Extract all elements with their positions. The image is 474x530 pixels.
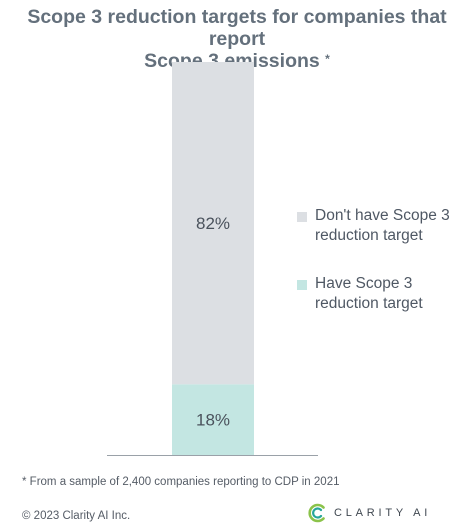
logo-text: CLARITY AI — [334, 507, 432, 519]
data-label-1: 82% — [196, 214, 230, 233]
footnote: * From a sample of 2,400 companies repor… — [22, 476, 340, 488]
title-line-1: Scope 3 reduction targets for companies … — [27, 6, 447, 50]
logo-mark-icon — [308, 503, 325, 523]
legend-label-1: Don't have Scope 3 reduction target — [315, 207, 450, 244]
legend-item-0: Have Scope 3 reduction target — [297, 274, 455, 314]
bar-segment-1 — [172, 62, 254, 385]
data-label-0: 18% — [196, 411, 230, 430]
legend-swatch-1 — [297, 212, 307, 222]
legend-label-0: Have Scope 3 reduction target — [315, 275, 423, 312]
bar-segment-0 — [172, 384, 254, 455]
legend-item-1: Don't have Scope 3 reduction target — [297, 206, 455, 246]
stacked-bar-chart: 18% 82% — [107, 62, 318, 456]
copyright: © 2023 Clarity AI Inc. — [22, 510, 131, 522]
clarity-ai-logo: CLARITY AI — [308, 503, 431, 523]
legend-swatch-0 — [297, 280, 307, 290]
title-footnote-marker: * — [325, 52, 330, 66]
